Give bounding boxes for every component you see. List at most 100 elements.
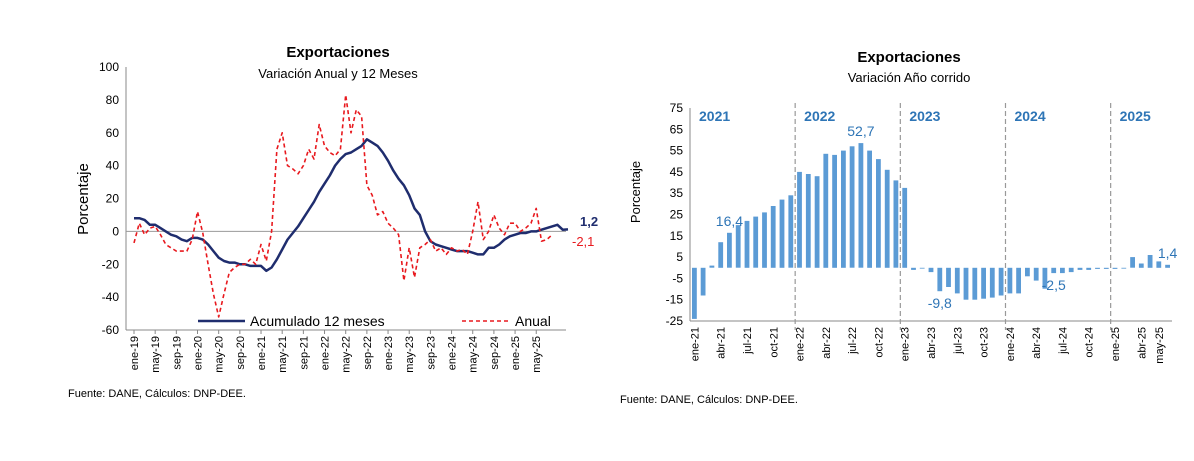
x-tick-label: jul-22 [847,327,859,355]
bar [972,267,978,300]
end-label-anual: -2,1 [572,234,594,249]
series-anual-line [133,94,553,318]
y-tick-label: 0 [112,224,119,238]
bar [727,232,732,268]
y-tick-label: 25 [670,208,684,222]
x-tick-label: may-20 [214,336,226,373]
bar [692,267,697,319]
x-tick-label: ene-22 [320,336,332,370]
year-label: 2021 [699,108,730,124]
x-tick-label: abr-23 [926,327,938,359]
y-axis-label: Porcentaje [75,163,92,235]
chart-title: Exportaciones [857,49,960,66]
y-tick-label: 65 [670,122,684,136]
y-tick-label: 100 [99,60,119,74]
year-label: 2023 [909,108,940,124]
x-tick-label: may-24 [468,336,480,373]
y-axis-label: Porcentaje [628,161,643,223]
data-label: -2,5 [1042,277,1066,293]
x-tick-label: oct-23 [979,327,991,358]
bar [762,212,767,268]
y-tick-label: -20 [102,257,120,271]
bar [849,146,855,268]
x-tick-label: jul-23 [952,327,964,355]
bar [989,267,995,298]
x-tick-label: abr-24 [1031,327,1043,359]
bar [753,216,759,268]
x-tick-label: may-25 [1154,327,1166,364]
x-tick-label: jul-24 [1057,327,1069,355]
y-tick-label: 35 [670,186,684,200]
bar [1068,267,1074,273]
x-tick-label: ene-20 [193,336,205,370]
data-label: 16,4 [716,213,743,229]
legend-label-acumulado: Acumulado 12 meses [250,313,385,329]
bar [788,195,794,268]
bar [1025,267,1030,277]
x-tick-label: ene-21 [689,327,701,361]
y-tick-label: -5 [672,271,683,285]
y-tick-label: 45 [670,165,684,179]
x-tick-label: ene-19 [129,336,141,370]
x-tick-label: sep-19 [171,336,183,370]
bar [1138,263,1144,268]
x-tick-label: oct-22 [873,327,885,358]
y-tick-label: 20 [106,192,120,206]
x-tick-label: abr-21 [716,327,728,359]
bar [1042,267,1048,289]
year-label: 2022 [804,108,835,124]
bar [735,225,741,268]
bar [946,267,951,287]
x-tick-label: ene-25 [1110,327,1122,361]
bar [867,150,872,268]
bar [1077,267,1083,270]
bar [1095,267,1100,269]
chart-exportaciones-anual-12-meses: Exportaciones Variación Anual y 12 Meses P… [75,44,598,373]
x-tick-label: may-21 [277,336,289,373]
bar [1156,261,1162,268]
source-note-left: Fuente: DANE, Cálculos: DNP-DEE. [68,388,246,400]
y-tick-label: 5 [676,250,683,264]
bar [832,154,837,268]
bar [1165,264,1170,268]
bar [1086,267,1092,270]
x-tick-label: jul-21 [742,327,754,355]
bar [902,187,908,268]
y-tick-label: 15 [670,229,684,243]
bar [1130,257,1135,268]
bar [911,267,916,270]
bar [884,169,890,268]
y-tick-label: 40 [106,159,120,173]
x-tick-label: abr-22 [821,327,833,359]
bar [981,267,986,299]
x-tick-label: sep-21 [298,336,310,370]
x-tick-label: ene-23 [900,327,912,361]
x-tick-label: ene-21 [256,336,268,370]
data-label: 1,4 [1158,245,1178,261]
x-tick-label: ene-25 [510,336,522,370]
bar [700,267,706,296]
bar [814,176,820,268]
bar [1051,267,1057,274]
x-tick-label: may-23 [404,336,416,373]
year-label: 2025 [1120,108,1151,124]
x-tick-label: ene-24 [447,336,459,370]
series-acumulado-12-meses-line [134,138,569,273]
x-tick-label: sep-22 [362,336,374,370]
bar [937,267,943,292]
bar [805,174,811,268]
bar [709,265,715,268]
x-tick-label: ene-22 [795,327,807,361]
bar [1103,267,1109,269]
data-label: -9,8 [928,295,952,311]
bar [1121,267,1127,269]
legend-label-anual: Anual [515,313,551,329]
y-tick-label: 75 [670,101,684,115]
bar [779,199,785,268]
source-note-right: Fuente: DANE, Cálculos: DNP-DEE. [620,394,798,406]
x-tick-label: ene-24 [1005,327,1017,361]
end-label-acumulado: 1,2 [580,214,598,229]
bar [744,220,750,268]
x-tick-label: may-19 [150,336,162,373]
